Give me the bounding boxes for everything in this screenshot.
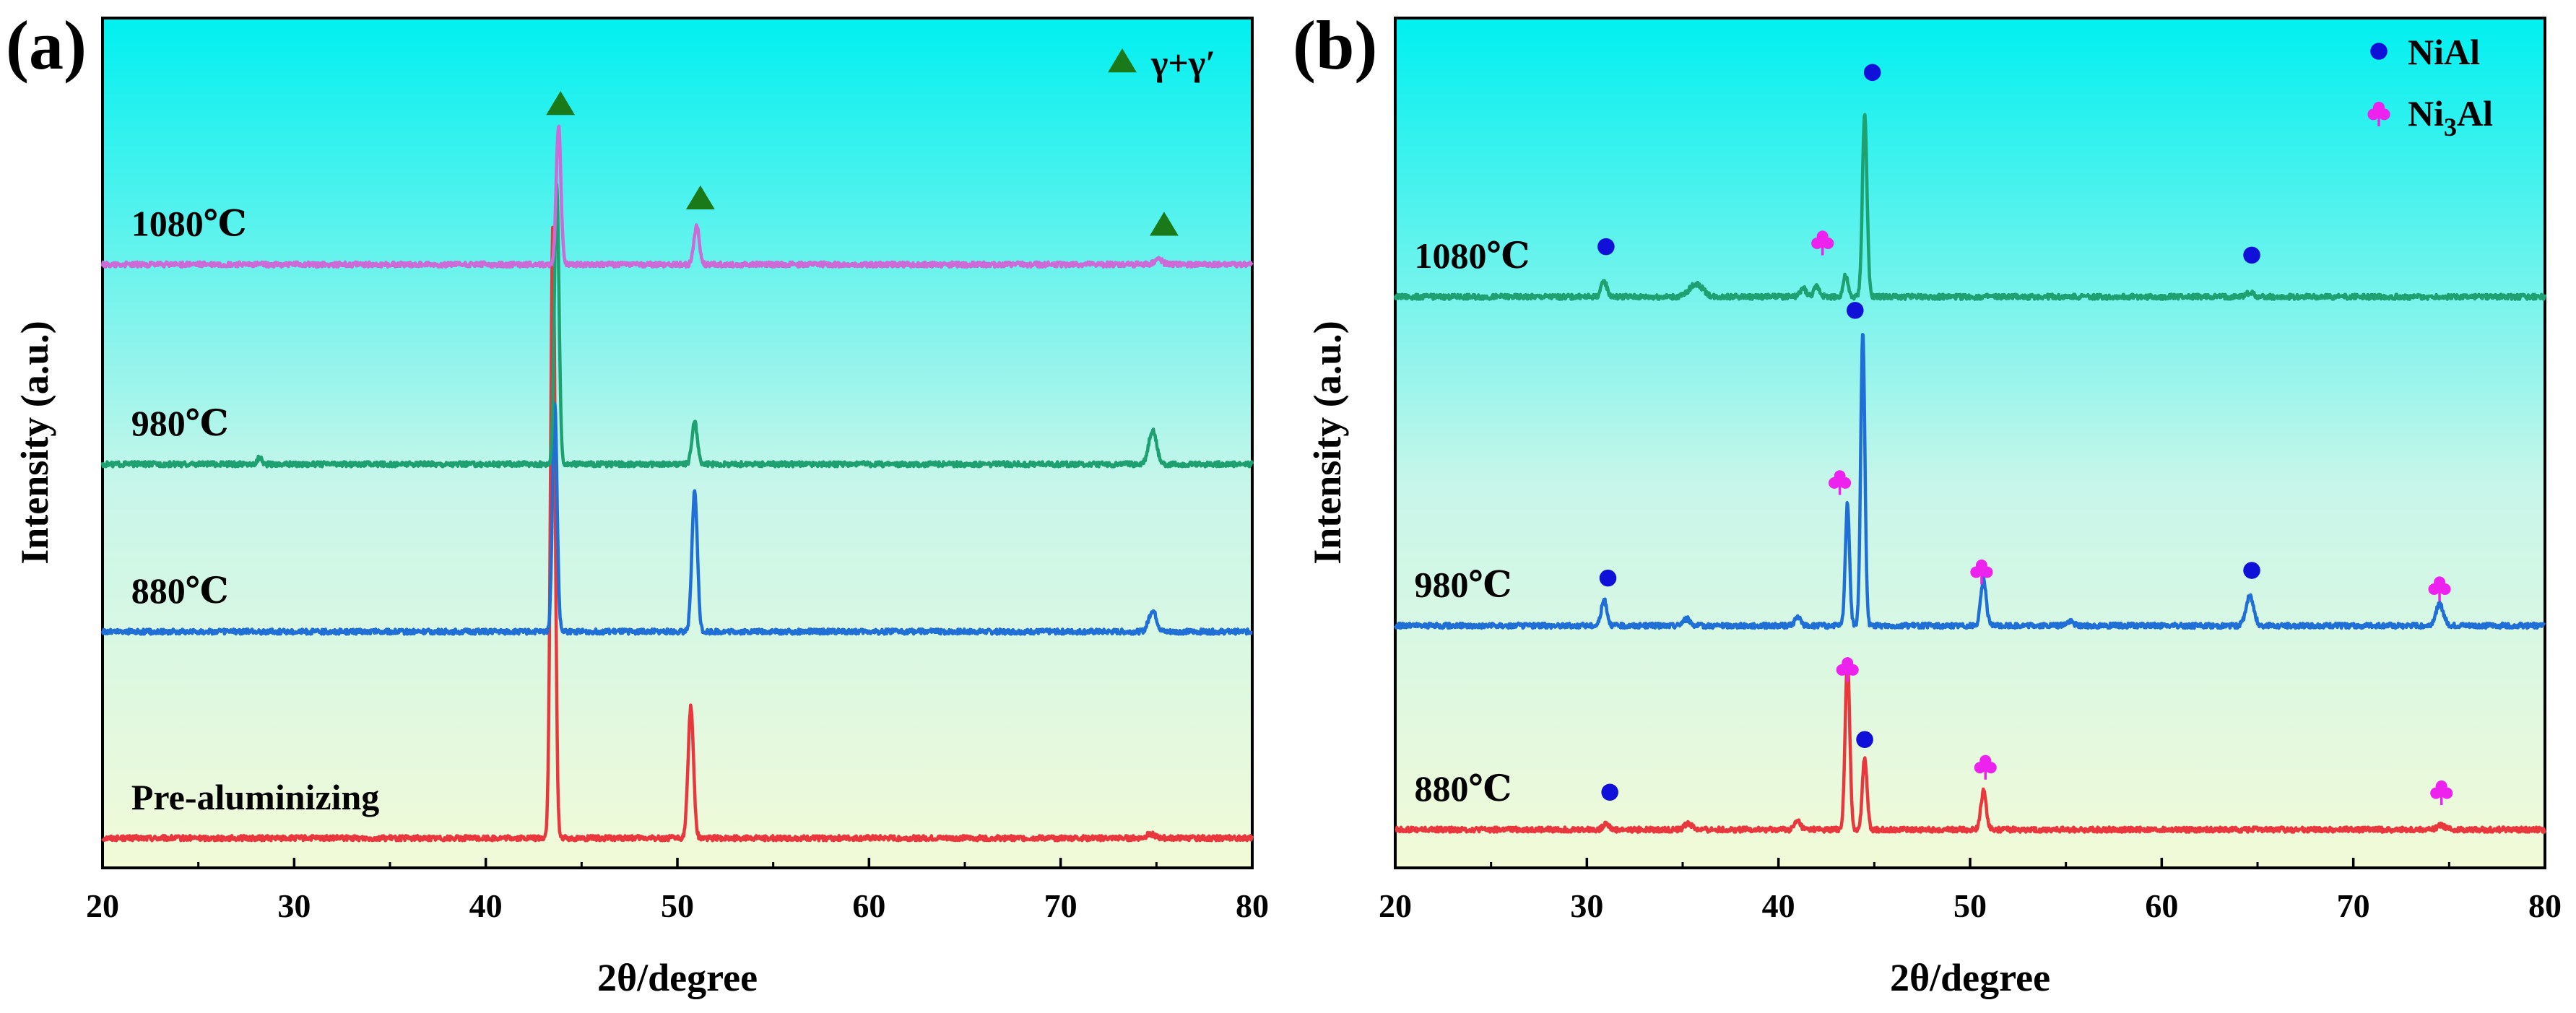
panel-b-marker-group (1597, 64, 2453, 806)
x-tick-label: 70 (2337, 887, 2370, 924)
legend-label: NiAl (2408, 32, 2480, 72)
legend-club-icon (2367, 101, 2390, 126)
nial-marker-circle-icon (1597, 238, 1615, 256)
x-tick-label: 60 (2145, 887, 2178, 924)
x-tick-label: 50 (1953, 887, 1987, 924)
ni3al-marker-club-icon (1836, 657, 1859, 682)
panel-a-legend: γ+γ′ (1108, 43, 1215, 83)
panel-b-x-axis: 20 30 40 50 60 70 80 (1379, 858, 2562, 924)
x-tick-label: 60 (852, 887, 885, 924)
panel-b-y-axis-title: Intensity (a.u.) (1306, 321, 1349, 565)
nial-marker-circle-icon (1847, 302, 1864, 319)
panel-a-label: (a) (6, 6, 87, 84)
x-tick-label: 40 (1762, 887, 1795, 924)
series-line (100, 124, 1254, 269)
x-tick-label: 20 (1379, 887, 1412, 924)
gamma-marker-triangle-icon (1149, 212, 1179, 236)
panel-a-y-axis-title: Intensity (a.u.) (13, 321, 56, 565)
panel-a-series-group (100, 124, 1254, 843)
panel-b-series-group (1393, 113, 2547, 834)
panel-b-label: (b) (1293, 6, 1377, 84)
panel-a-x-axis-title: 2θ/degree (597, 956, 758, 999)
x-tick-label: 80 (2528, 887, 2562, 924)
ni3al-marker-club-icon (1974, 755, 1997, 780)
series-label: 880℃ (131, 570, 229, 611)
series-line (100, 401, 1254, 636)
series-label: 980℃ (1415, 565, 1512, 605)
legend-label: Ni3Al (2408, 93, 2493, 142)
ni3al-marker-club-icon (1829, 470, 1852, 495)
series-line (1393, 113, 2547, 301)
nial-marker-circle-icon (1601, 783, 1618, 801)
panel-a-marker-group (546, 91, 1179, 236)
panel-a-plot-background (101, 17, 1254, 869)
ni3al-marker-club-icon (2428, 576, 2451, 601)
panel-b-series-labels: 880℃ 980℃ 1080℃ (1415, 235, 1530, 809)
x-tick-label: 30 (1570, 887, 1603, 924)
nial-marker-circle-icon (2243, 246, 2260, 264)
series-line (100, 182, 1254, 469)
series-label: 980℃ (131, 403, 229, 443)
legend-label: γ+γ′ (1150, 43, 1215, 83)
series-label: Pre-aluminizing (131, 777, 380, 817)
x-tick-label: 80 (1236, 887, 1269, 924)
series-label: 880℃ (1415, 768, 1512, 809)
ni3al-marker-club-icon (1811, 230, 1834, 256)
nial-marker-circle-icon (1856, 731, 1873, 749)
nial-marker-circle-icon (2243, 562, 2260, 579)
panel-b-plot-background (1394, 17, 2546, 869)
series-line (101, 225, 1254, 843)
series-label: 1080℃ (131, 203, 247, 243)
nial-marker-circle-icon (1599, 569, 1617, 587)
gamma-marker-triangle-icon (546, 91, 576, 116)
series-label: 1080℃ (1415, 235, 1530, 276)
x-tick-label: 40 (469, 887, 503, 924)
x-tick-label: 50 (661, 887, 694, 924)
x-tick-label: 20 (86, 887, 119, 924)
panel-a-x-axis: 20 30 40 50 60 70 80 (86, 858, 1269, 924)
panel-a-series-labels: Pre-aluminizing 880℃ 980℃ 1080℃ (131, 203, 380, 817)
legend-triangle-icon (1108, 48, 1137, 73)
panel-b: 880℃ 980℃ 1080℃ 20 30 40 50 60 70 80 NiAl Ni3Al (… (1293, 6, 2562, 999)
series-line (1393, 333, 2546, 630)
series-line (1394, 657, 2547, 834)
ni3al-marker-club-icon (1970, 559, 1993, 585)
x-tick-label: 70 (1044, 887, 1077, 924)
ni3al-marker-club-icon (2430, 780, 2453, 806)
legend-circle-icon (2370, 43, 2388, 60)
panel-a: Pre-aluminizing 880℃ 980℃ 1080℃ 20 30 40 50 60 7… (6, 6, 1269, 999)
panel-b-x-axis-title: 2θ/degree (1890, 956, 2050, 999)
nial-marker-circle-icon (1863, 64, 1881, 82)
panel-b-legend: NiAl Ni3Al (2367, 32, 2493, 142)
x-tick-label: 30 (277, 887, 311, 924)
gamma-marker-triangle-icon (685, 185, 715, 209)
